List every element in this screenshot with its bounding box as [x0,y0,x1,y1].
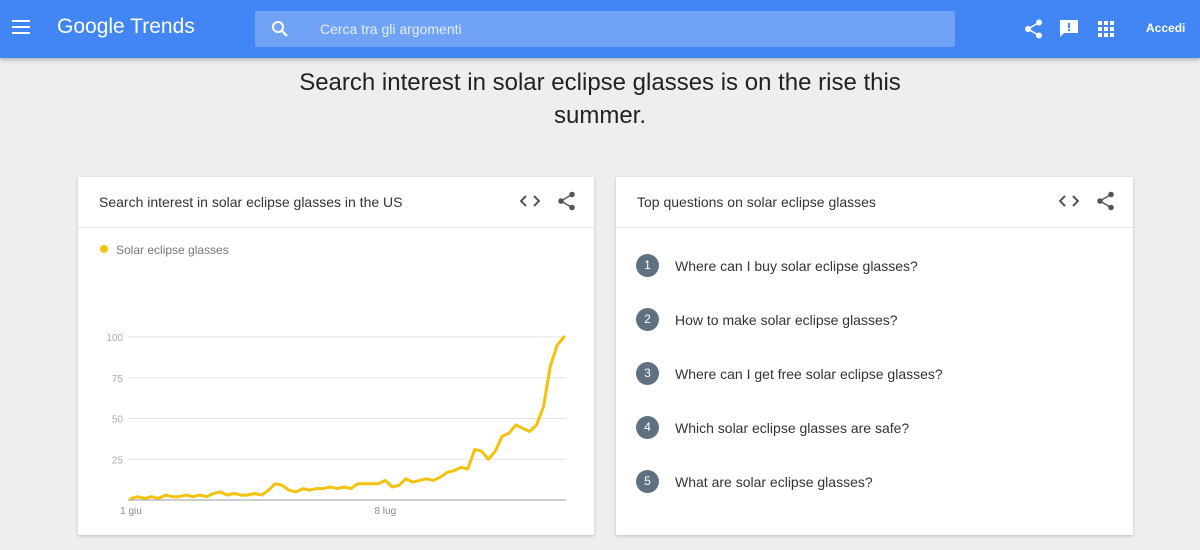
question-rank: 1 [636,254,659,277]
search-box[interactable]: Cerca tra gli argomenti [255,11,955,47]
top-bar: Google Trends Cerca tra gli argomenti Ac… [0,0,1200,58]
question-text: What are solar eclipse glasses? [675,474,873,490]
y-tick-label: 75 [112,374,124,385]
question-rank: 2 [636,308,659,331]
line-chart: Solar eclipse glasses 25 50 75 100 1 giu 8 lug [100,243,566,517]
embed-button[interactable] [1059,194,1079,208]
logo[interactable]: Google Trends [57,15,195,38]
embed-button[interactable] [520,194,540,208]
legend-label: Solar eclipse glasses [116,243,229,257]
question-text: Which solar eclipse glasses are safe? [675,420,910,436]
y-tick-label: 25 [112,455,124,466]
headline: Search interest in solar eclipse glasses… [299,69,901,129]
card-header: Top questions on solar eclipse glasses [616,177,1133,228]
x-tick-label: 8 lug [374,506,396,517]
question-text: Where can I get free solar eclipse glass… [675,366,943,382]
search-icon [272,21,288,37]
search-placeholder: Cerca tra gli argomenti [320,21,462,37]
chart-card: Search interest in solar eclipse glasses… [78,177,594,535]
feedback-button[interactable] [1059,19,1079,39]
menu-button[interactable] [12,19,32,37]
question-rank: 3 [636,362,659,385]
legend-marker [100,245,108,253]
x-tick-label: 1 giu [120,506,142,517]
questions-card: Top questions on solar eclipse glasses 1… [616,177,1133,535]
question-rank: 5 [636,470,659,493]
question-text: Where can I buy solar eclipse glasses? [675,258,918,274]
question-text: How to make solar eclipse glasses? [675,312,898,328]
share-button[interactable] [557,191,577,211]
y-tick-label: 100 [106,333,123,344]
sign-in-button[interactable]: Accedi [1146,21,1186,35]
y-tick-label: 50 [112,415,124,426]
apps-button[interactable] [1098,21,1114,37]
question-rank: 4 [636,416,659,439]
card-title: Top questions on solar eclipse glasses [637,194,876,210]
data-line [129,335,566,500]
card-header: Search interest in solar eclipse glasses… [78,177,594,228]
share-button[interactable] [1096,191,1116,211]
share-button[interactable] [1024,19,1044,39]
card-title: Search interest in solar eclipse glasses… [99,194,403,210]
